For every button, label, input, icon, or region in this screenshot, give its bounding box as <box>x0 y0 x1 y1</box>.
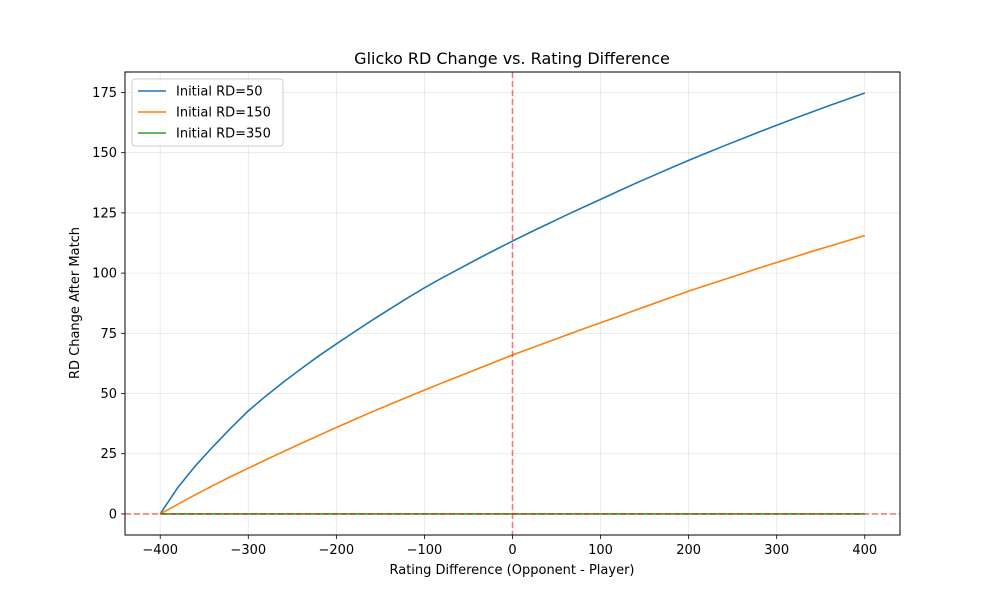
x-axis-label: Rating Difference (Opponent - Player) <box>389 563 634 578</box>
x-tick-label: 300 <box>764 543 789 558</box>
legend-label: Initial RD=50 <box>176 85 263 100</box>
series-line-1 <box>159 92 866 515</box>
x-tick-label: 400 <box>852 543 877 558</box>
y-tick-label: 0 <box>109 507 117 522</box>
y-tick-label: 150 <box>92 146 117 161</box>
y-tick-label: 100 <box>92 267 117 282</box>
y-tick-label: 75 <box>100 327 117 342</box>
y-tick-label: 25 <box>100 447 117 462</box>
x-tick-label: −200 <box>319 543 355 558</box>
x-axis: −400 −300 −200 −100 0 100 200 300 400 <box>142 535 877 558</box>
legend: Initial RD=50 Initial RD=150 Initial RD=35… <box>131 78 284 147</box>
x-tick-label: 200 <box>676 543 701 558</box>
legend-frame <box>131 78 284 147</box>
legend-label: Initial RD=150 <box>176 106 271 121</box>
legend-label: Initial RD=350 <box>176 127 271 142</box>
x-tick-label: −400 <box>142 543 178 558</box>
y-tick-label: 175 <box>92 86 117 101</box>
x-tick-label: −300 <box>230 543 266 558</box>
y-tick-label: 50 <box>100 387 117 402</box>
y-axis-label: RD Change After Match <box>68 227 83 379</box>
y-tick-label: 125 <box>92 206 117 221</box>
x-tick-label: 0 <box>508 543 516 558</box>
series-lines <box>125 72 900 535</box>
x-tick-label: 100 <box>588 543 613 558</box>
y-axis: 0 25 50 75 100 125 150 175 <box>92 86 125 522</box>
chart-title: Glicko RD Change vs. Rating Difference <box>354 49 670 68</box>
x-tick-label: −100 <box>407 543 443 558</box>
